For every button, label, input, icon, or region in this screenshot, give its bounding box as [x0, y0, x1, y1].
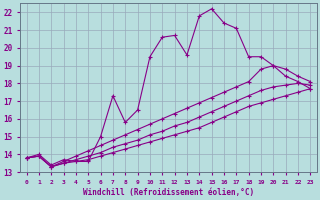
X-axis label: Windchill (Refroidissement éolien,°C): Windchill (Refroidissement éolien,°C) — [83, 188, 254, 197]
